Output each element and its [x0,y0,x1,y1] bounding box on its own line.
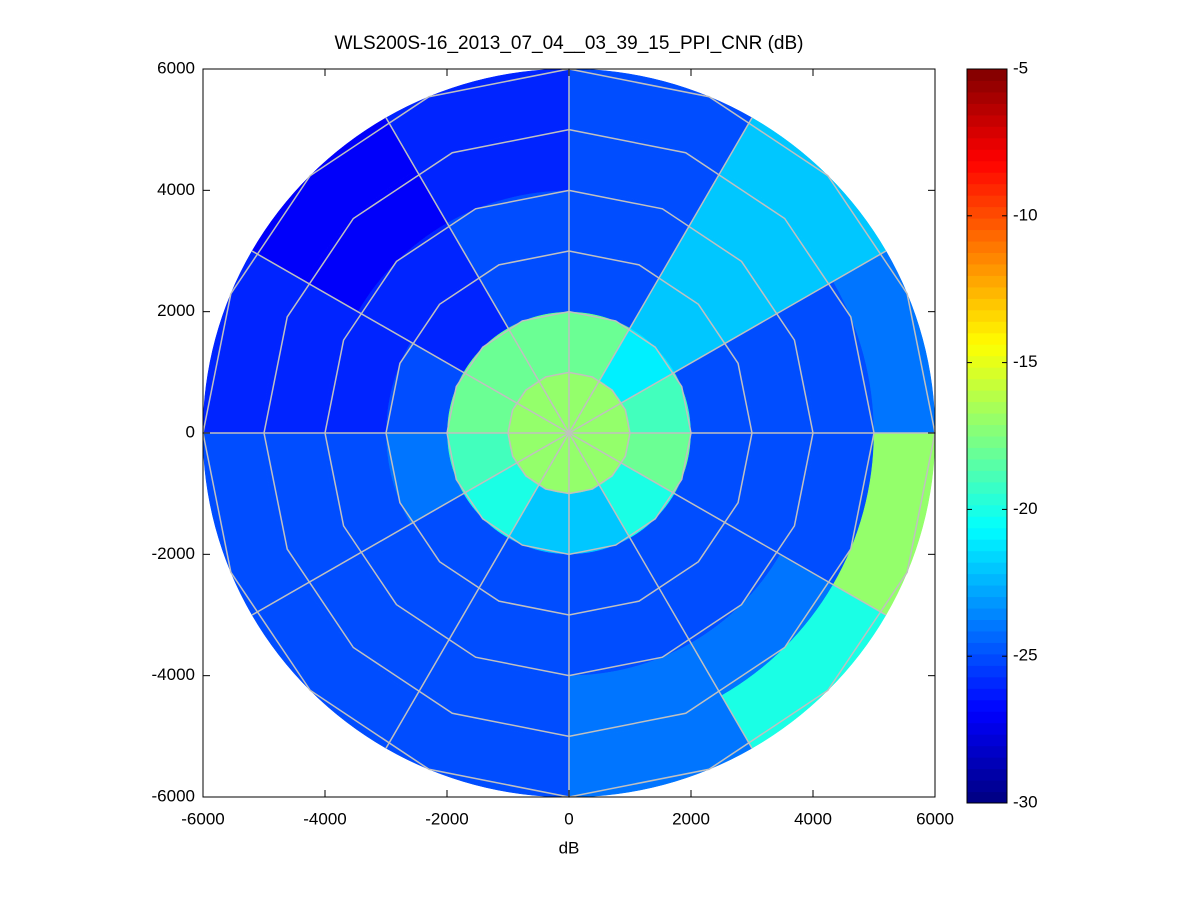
colorbar-tick-label: -10 [1013,205,1038,224]
colorbar-swatch [967,263,1007,276]
colorbar-swatch [967,688,1007,701]
colorbar-tick-label: -25 [1013,646,1038,665]
colorbar-swatch [967,149,1007,162]
x-tick-label: 0 [564,809,573,828]
colorbar-swatch [967,298,1007,311]
colorbar-swatch [967,390,1007,403]
colorbar-swatch [967,332,1007,345]
colorbar-tick-label: -30 [1013,792,1038,811]
colorbar-swatch [967,378,1007,391]
colorbar-swatch [967,711,1007,724]
colorbar-swatch [967,69,1007,81]
colorbar-swatch [967,103,1007,116]
colorbar-swatch [967,653,1007,666]
azimuth-spoke [568,250,887,434]
colorbar-swatch [967,791,1007,804]
colorbar-swatch [967,160,1007,173]
colorbar-swatch [967,355,1007,368]
colorbar-swatch [967,286,1007,299]
colorbar-swatch [967,665,1007,678]
colorbar-swatch [967,768,1007,781]
colorbar-swatch [967,401,1007,414]
azimuth-spoke [251,432,570,616]
colorbar-swatch [967,91,1007,104]
colorbar-frame [966,68,1008,804]
azimuth-spoke [568,432,753,749]
azimuth-spoke [385,117,570,434]
x-tick-label: 2000 [672,809,710,828]
colorbar-swatch [967,619,1007,632]
colorbar-swatch [967,493,1007,506]
colorbar-tick-label: -5 [1013,58,1028,77]
colorbar-tick-label: -15 [1013,352,1038,371]
colorbar-swatch [967,172,1007,185]
y-tick-label: 4000 [157,180,195,199]
colorbar-swatch [967,126,1007,139]
x-tick-label: 6000 [916,809,954,828]
colorbar-swatch [967,447,1007,460]
colorbar-swatch [967,676,1007,689]
colorbar-swatch [967,722,1007,735]
colorbar-swatch [967,241,1007,253]
y-tick-label: 0 [186,422,195,441]
colorbar-swatch [967,745,1007,758]
y-tick-label: 6000 [157,58,195,77]
colorbar-swatch [967,252,1007,265]
y-tick-label: -6000 [152,786,195,805]
colorbar-swatch [967,504,1007,517]
colorbar-swatch [967,80,1007,93]
x-tick-label: -6000 [181,809,224,828]
colorbar-tick-label: -20 [1013,499,1038,518]
colorbar-swatch [967,218,1007,231]
colorbar-swatch [967,481,1007,494]
colorbar-swatch [967,275,1007,288]
colorbar-swatch [967,206,1007,219]
colorbar-swatch [967,436,1007,448]
colorbar-swatch [967,527,1007,540]
x-axis-label: dB [559,838,580,857]
colorbar-swatch [967,550,1007,563]
colorbar-swatch [967,780,1007,793]
colorbar-swatch [967,309,1007,322]
colorbar-swatch [967,470,1007,483]
colorbar-swatch [967,642,1007,655]
colorbar-swatch [967,596,1007,609]
colorbar-swatch [967,630,1007,643]
colorbar-swatch [967,562,1007,575]
colorbar-swatch [967,413,1007,426]
azimuth-spoke [568,432,887,616]
colorbar-swatch [967,585,1007,598]
colorbar-swatch [967,734,1007,747]
y-tick-label: -4000 [152,665,195,684]
colorbar-swatch [967,321,1007,334]
colorbar-swatch [967,757,1007,770]
colorbar-swatch [967,195,1007,208]
colorbar-swatch [967,367,1007,380]
colorbar-swatch [967,229,1007,242]
chart-title: WLS200S-16_2013_07_04__03_39_15_PPI_CNR … [334,33,803,54]
azimuth-spoke [385,432,570,749]
colorbar-swatch [967,516,1007,529]
colorbar-swatch [967,608,1007,620]
colorbar-swatch [967,424,1007,437]
colorbar-swatch [967,137,1007,150]
azimuth-spoke [568,117,753,434]
colorbar-swatch [967,458,1007,471]
colorbar-swatch [967,539,1007,552]
x-tick-label: -2000 [425,809,468,828]
x-tick-label: -4000 [303,809,346,828]
colorbar-swatch [967,699,1007,712]
colorbar-swatch [967,114,1007,127]
colorbar-swatch [967,573,1007,586]
colorbar-swatch [967,183,1007,196]
y-tick-label: -2000 [152,544,195,563]
colorbar-swatch [967,344,1007,357]
x-tick-label: 4000 [794,809,832,828]
azimuth-spoke [251,250,570,434]
y-tick-label: 2000 [157,301,195,320]
